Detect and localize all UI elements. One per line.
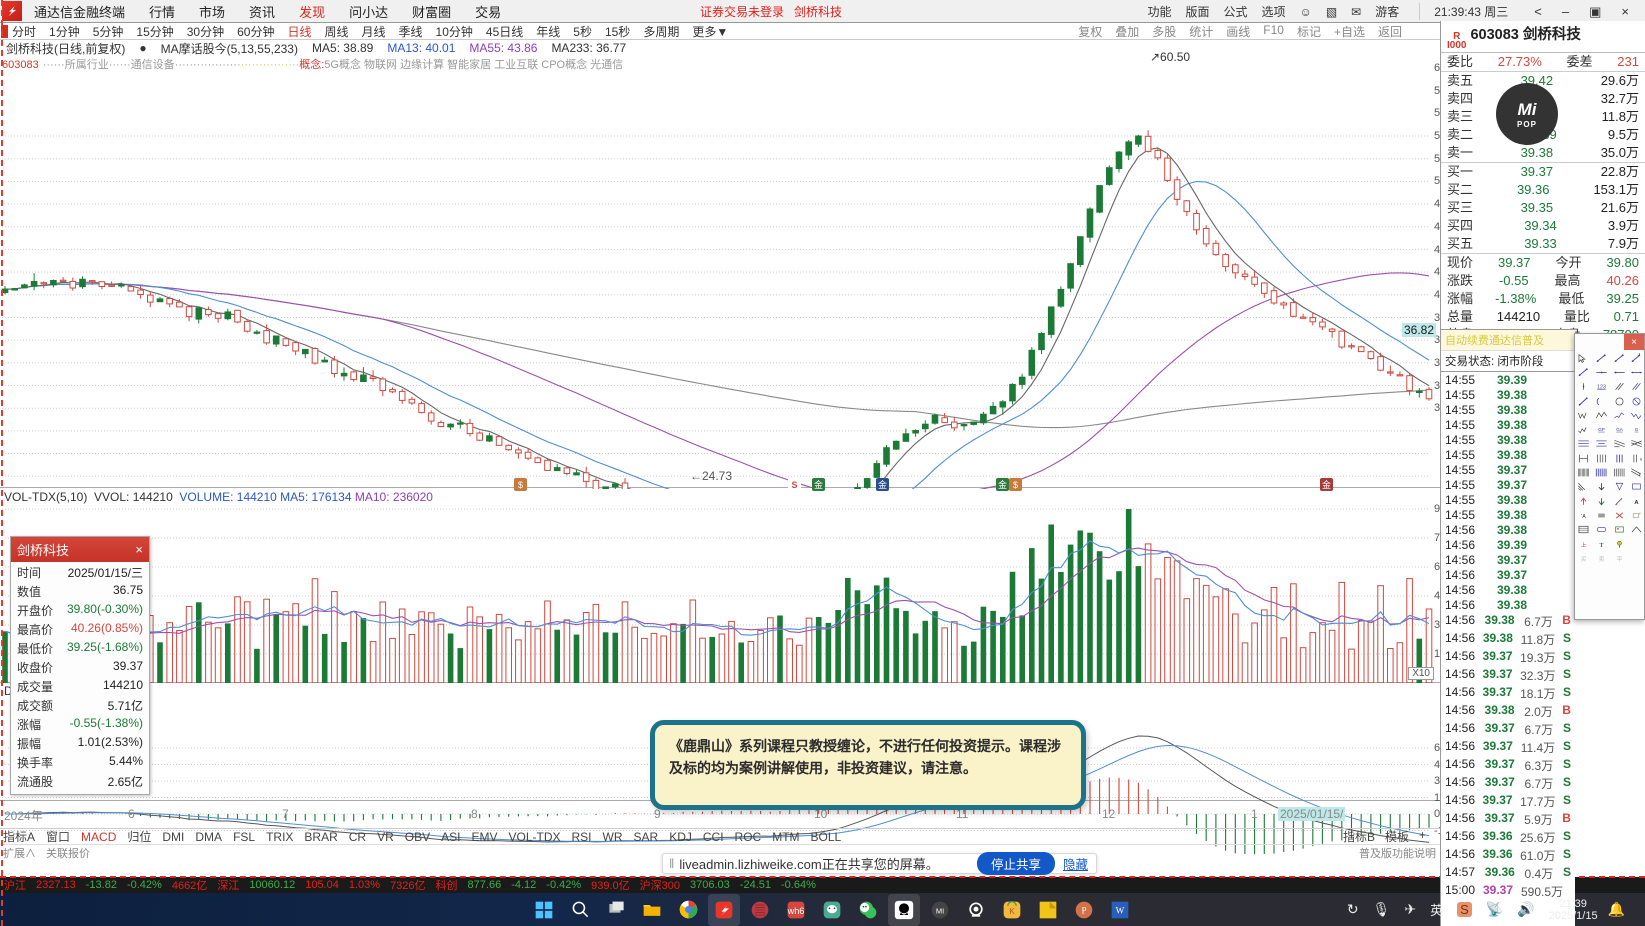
svg-text:'A: 'A xyxy=(1582,514,1587,520)
svg-text:wh6: wh6 xyxy=(787,906,805,916)
svg-text:K: K xyxy=(1009,906,1015,916)
svg-text:123: 123 xyxy=(1597,385,1606,391)
svg-text:9: 9 xyxy=(1640,456,1642,461)
svg-text:W: W xyxy=(1116,905,1125,915)
svg-text:GP: GP xyxy=(1598,427,1605,432)
svg-text:平: 平 xyxy=(1616,556,1622,563)
svg-text:上: 上 xyxy=(1581,541,1587,549)
svg-text:买: 买 xyxy=(1581,555,1587,563)
svg-text:G: G xyxy=(1635,427,1639,432)
svg-text:T: T xyxy=(1600,543,1604,549)
svg-text:GA: GA xyxy=(1616,427,1624,432)
svg-text:MI: MI xyxy=(936,906,944,915)
svg-text:卖: 卖 xyxy=(1599,556,1605,563)
svg-text:A: A xyxy=(1635,500,1640,506)
svg-text:P: P xyxy=(1081,905,1086,915)
